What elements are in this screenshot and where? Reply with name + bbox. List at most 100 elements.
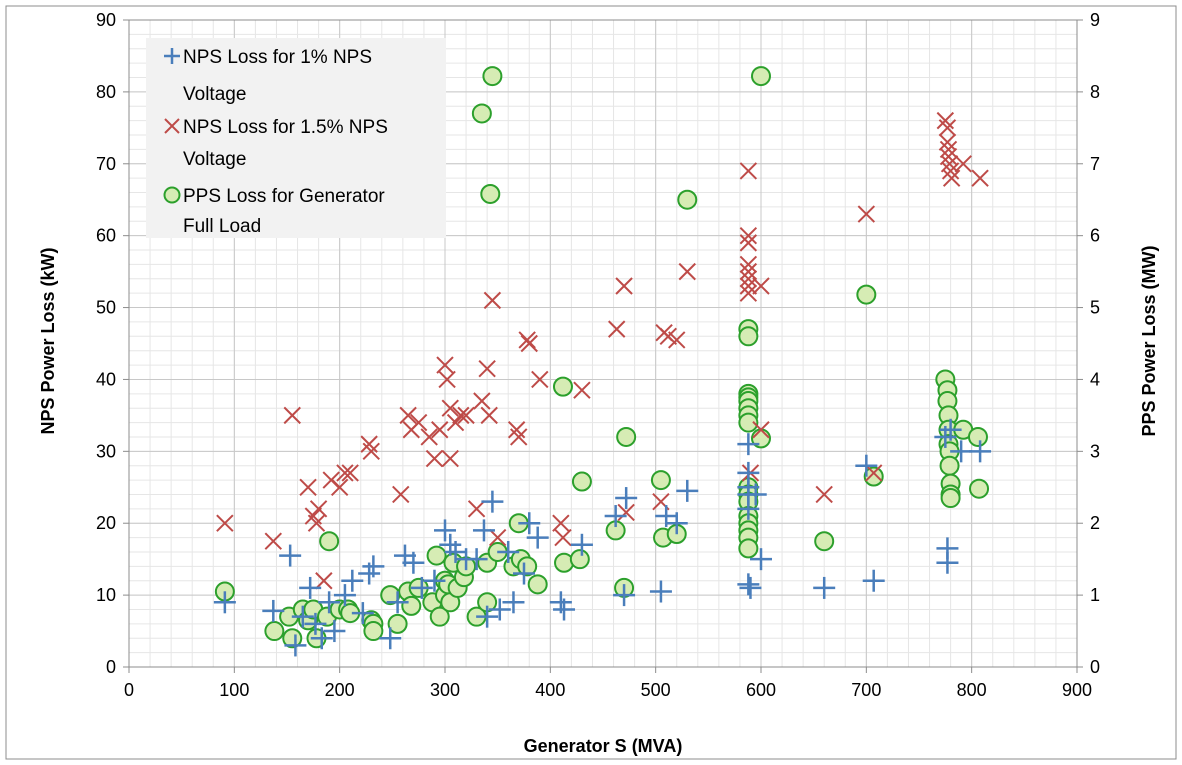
nps15-point — [488, 528, 507, 547]
nps1-point — [318, 591, 341, 614]
nps15-point — [938, 119, 957, 137]
nps1-point — [213, 591, 236, 614]
pps-point — [429, 606, 450, 627]
nps1-point — [665, 512, 688, 535]
y-tick-label: 70 — [96, 154, 116, 174]
nps15-point — [739, 162, 758, 180]
nps1-point — [737, 497, 760, 520]
pps-point — [863, 466, 884, 487]
nps15-point — [739, 226, 758, 245]
nps1-point — [739, 576, 762, 599]
pps-point — [363, 621, 384, 642]
pps-point — [552, 376, 573, 397]
nps1-point — [333, 584, 356, 607]
nps1-point — [744, 483, 767, 506]
nps15-point — [668, 331, 686, 349]
nps15-point — [971, 169, 989, 187]
nps15-point — [392, 485, 410, 504]
pps-point — [738, 538, 759, 559]
legend-label-nps15-line1: NPS Loss for 1.5% NPS — [183, 117, 388, 138]
nps1-point — [284, 634, 307, 657]
y-tick-label: 50 — [96, 298, 116, 318]
x-tick-label: 900 — [1062, 680, 1092, 700]
nps1-point — [936, 551, 959, 574]
nps15-point — [446, 413, 465, 432]
legend-label-nps15-line2: Voltage — [183, 149, 246, 170]
nps1-point — [291, 605, 314, 628]
y2-tick-label: 9 — [1090, 10, 1100, 30]
pps-point — [571, 471, 592, 492]
nps15-point — [341, 464, 359, 482]
nps15-point — [315, 572, 333, 590]
nps1-point — [488, 598, 511, 621]
x-tick-label: 200 — [325, 680, 355, 700]
nps15-point — [739, 284, 758, 302]
nps15-point — [283, 406, 301, 425]
nps1-point — [434, 519, 456, 542]
nps15-point — [938, 133, 957, 151]
nps15-point — [573, 381, 591, 399]
nps1-point — [939, 418, 962, 441]
nps15-point — [425, 449, 444, 468]
pps-point — [387, 613, 408, 634]
nps1-point — [513, 562, 535, 585]
nps15-point — [939, 147, 958, 166]
nps1-point — [379, 627, 402, 650]
y2-tick-label: 4 — [1090, 369, 1100, 389]
pps-point — [940, 488, 961, 509]
pps-point — [527, 574, 548, 595]
pps-point — [480, 183, 501, 204]
nps15-point — [457, 406, 475, 425]
pps-point — [471, 103, 492, 124]
nps1-point — [497, 540, 520, 563]
pps-point — [856, 284, 877, 305]
nps1-point — [604, 505, 627, 528]
nps15-point — [307, 514, 326, 532]
legend-label-pps-line1: PPS Loss for Generator — [183, 186, 385, 207]
nps15-point — [431, 421, 449, 439]
nps15-point — [309, 500, 328, 518]
y-tick-label: 0 — [106, 657, 116, 677]
nps1-point — [518, 512, 541, 535]
y-tick-label: 10 — [96, 585, 116, 605]
nps1-point — [299, 576, 322, 599]
pps-point — [616, 426, 637, 447]
y2-tick-label: 7 — [1090, 154, 1100, 174]
nps1-point — [410, 576, 433, 599]
nps1-point — [813, 576, 836, 599]
y2-tick-label: 1 — [1090, 585, 1100, 605]
y-axis-title: NPS Power Loss (kW) — [38, 247, 58, 434]
nps15-point — [864, 464, 883, 482]
nps1-point — [351, 602, 374, 625]
pps-point — [939, 455, 960, 476]
nps1-point — [969, 440, 992, 463]
nps1-point — [402, 551, 425, 574]
axis-tick-marks — [123, 19, 1083, 673]
pps-point — [967, 426, 988, 447]
nps1-point — [465, 548, 488, 571]
pps-point — [969, 478, 990, 499]
series-nps-loss-1-5-percent — [216, 111, 989, 590]
x-tick-label: 500 — [641, 680, 671, 700]
legend-label-nps1-line1: NPS Loss for 1% NPS — [183, 47, 372, 68]
y2-tick-label: 2 — [1090, 513, 1100, 533]
nps15-point — [815, 485, 833, 504]
nps1-point — [341, 569, 364, 592]
nps1-point — [502, 591, 525, 614]
pps-point — [401, 595, 422, 616]
x-tick-label: 800 — [957, 680, 987, 700]
nps15-point — [409, 413, 428, 432]
nps15-point — [362, 442, 380, 461]
nps1-point — [950, 440, 973, 463]
nps1-point — [615, 487, 638, 510]
nps15-point — [941, 162, 960, 180]
nps1-point — [750, 548, 772, 571]
x-axis-tick-labels: 0 100 200 300 400 500 600 700 800 900 — [124, 680, 1092, 700]
nps1-point — [862, 569, 885, 592]
nps1-point — [737, 433, 760, 456]
nps15-point — [510, 428, 528, 446]
nps15-point — [939, 140, 958, 159]
nps15-point — [940, 155, 959, 173]
y-tick-label: 40 — [96, 369, 116, 389]
